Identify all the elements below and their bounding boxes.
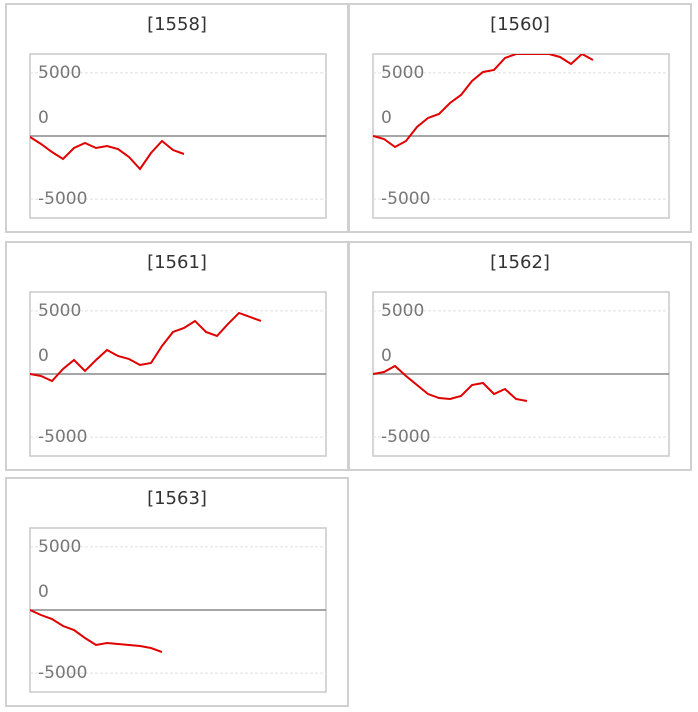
chart-panel: [1558] 5000 0 -5000 (5, 3, 349, 233)
y-tick-label: 0 (381, 108, 392, 128)
data-line (30, 311, 262, 383)
chart-panel: [1560] 5000 0 -5000 (348, 3, 692, 233)
y-tick-label: 0 (38, 346, 49, 366)
data-line (30, 136, 185, 171)
chart-title: [1562] (490, 252, 550, 273)
y-tick-label: 5000 (38, 301, 81, 321)
y-tick-label: -5000 (38, 663, 87, 683)
y-tick-label: 0 (38, 108, 49, 128)
y-tick-label: 5000 (38, 537, 81, 557)
chart-title: [1563] (147, 488, 207, 509)
chart-panel: [1562] 5000 0 -5000 (348, 241, 692, 471)
y-tick-label: 5000 (381, 63, 424, 83)
y-tick-label: -5000 (38, 427, 87, 447)
chart: [1560] 5000 0 -5000 (372, 14, 670, 219)
y-tick-label: 5000 (38, 63, 81, 83)
data-line (373, 364, 528, 402)
chart-panel: [1563] 5000 0 -5000 (5, 477, 349, 707)
y-tick-label: 5000 (381, 301, 424, 321)
y-tick-label: -5000 (381, 189, 430, 209)
data-line (373, 54, 594, 149)
chart: [1561] 5000 0 -5000 (29, 252, 327, 457)
y-tick-label: 0 (381, 346, 392, 366)
y-tick-label: -5000 (381, 427, 430, 447)
chart: [1562] 5000 0 -5000 (372, 252, 670, 457)
data-line (30, 609, 163, 653)
chart-title: [1560] (490, 14, 550, 35)
chart: [1558] 5000 0 -5000 (29, 14, 327, 219)
chart-title: [1558] (147, 14, 207, 35)
chart-panel: [1561] 5000 0 -5000 (5, 241, 349, 471)
y-tick-label: -5000 (38, 189, 87, 209)
chart-title: [1561] (147, 252, 207, 273)
y-tick-label: 0 (38, 582, 49, 602)
chart: [1563] 5000 0 -5000 (29, 488, 327, 693)
